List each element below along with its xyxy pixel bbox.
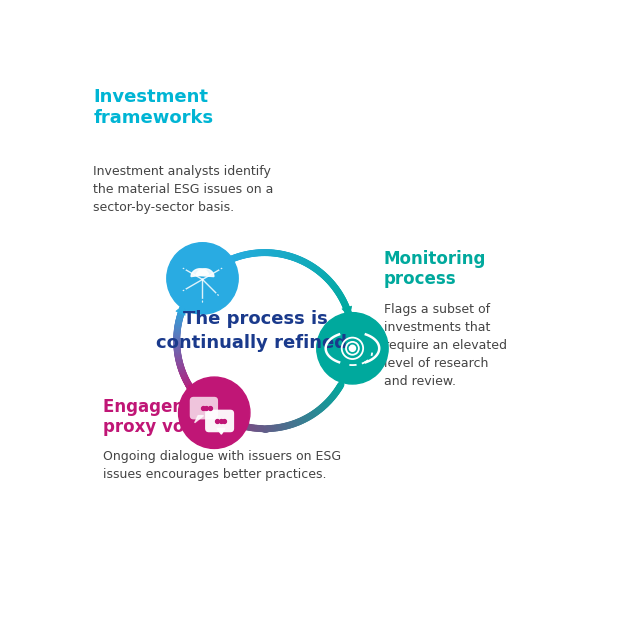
Circle shape bbox=[350, 345, 355, 351]
Polygon shape bbox=[196, 269, 214, 277]
Text: Investment analysts identify
the material ESG issues on a
sector-by-sector basis: Investment analysts identify the materia… bbox=[94, 164, 274, 214]
Text: The process is
continually refined.: The process is continually refined. bbox=[156, 310, 354, 352]
Polygon shape bbox=[195, 416, 203, 423]
Text: Monitoring
process: Monitoring process bbox=[384, 250, 486, 289]
Polygon shape bbox=[191, 269, 208, 277]
Text: Engagement &
proxy voting: Engagement & proxy voting bbox=[103, 398, 241, 436]
FancyBboxPatch shape bbox=[205, 410, 234, 432]
Circle shape bbox=[167, 243, 238, 314]
Circle shape bbox=[178, 377, 250, 449]
Polygon shape bbox=[217, 428, 225, 434]
Circle shape bbox=[317, 313, 388, 384]
Text: Investment
frameworks: Investment frameworks bbox=[94, 88, 214, 127]
Text: Ongoing dialogue with issuers on ESG
issues encourages better practices.: Ongoing dialogue with issuers on ESG iss… bbox=[103, 450, 341, 481]
FancyBboxPatch shape bbox=[190, 397, 218, 420]
Text: Flags a subset of
investments that
require an elevated
level of research
and rev: Flags a subset of investments that requi… bbox=[384, 303, 507, 387]
